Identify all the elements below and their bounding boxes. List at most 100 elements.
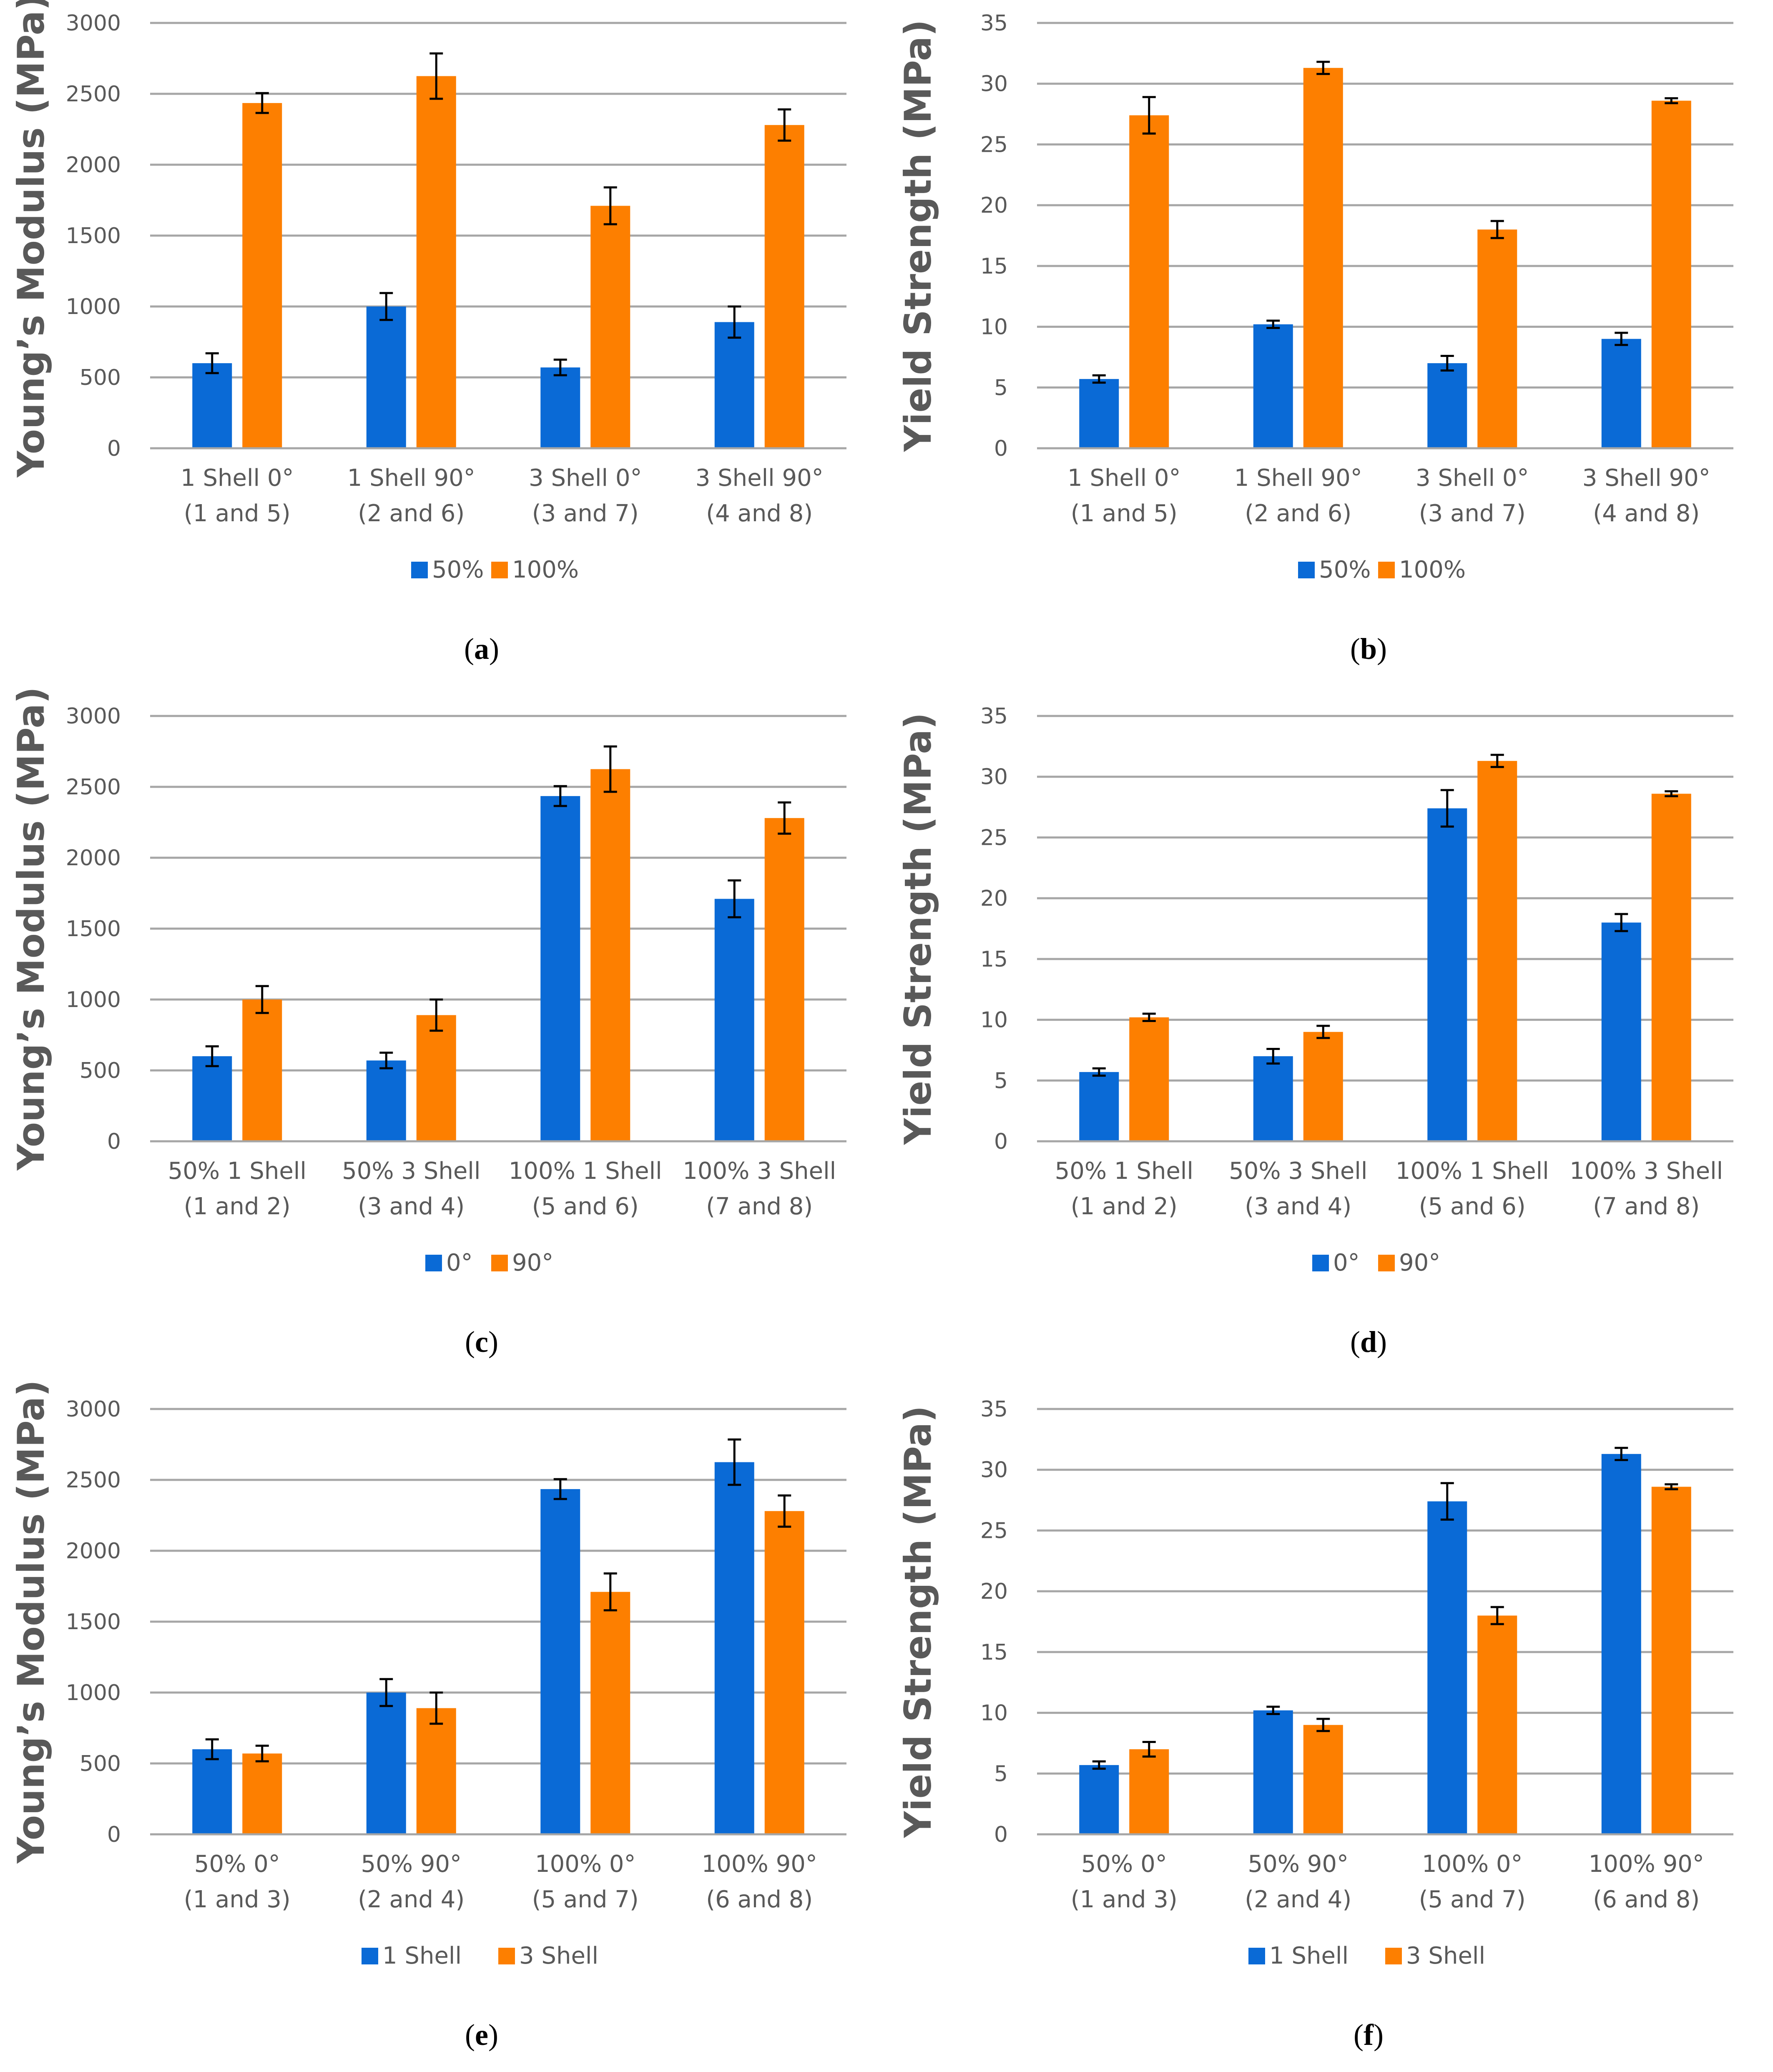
y-tick-label: 1000 — [66, 987, 121, 1012]
panel-label: (d) — [1350, 1325, 1387, 1359]
y-axis-label: Yield Strength (MPa) — [897, 713, 939, 1145]
legend-label: 100% — [1399, 556, 1466, 583]
bar — [1477, 229, 1517, 448]
x-tick-label: 100% 90° — [702, 1851, 817, 1878]
y-tick-label: 3000 — [66, 11, 121, 36]
legend-swatch — [1312, 1255, 1329, 1271]
y-tick-label: 20 — [980, 193, 1008, 218]
legend-swatch — [1248, 1948, 1265, 1964]
legend-label: 1 Shell — [382, 1942, 462, 1969]
legend-swatch — [1298, 562, 1315, 578]
y-axis-label: Yield Strength (MPa) — [897, 1406, 939, 1838]
bar — [714, 1462, 754, 1834]
y-axis-label: Young’s Modulus (MPa) — [10, 0, 53, 478]
legend-label: 100% — [512, 556, 579, 583]
x-tick-label: 100% 1 Shell — [509, 1158, 662, 1185]
legend-swatch — [491, 562, 508, 578]
legend-label: 90° — [1399, 1249, 1440, 1276]
y-tick-label: 1000 — [66, 294, 121, 319]
chart-panel-d: 0 5 10 15 20 25 30 35 Yield Strength (MPa) 50% 1 … — [897, 704, 1733, 1359]
bar — [590, 206, 630, 449]
bar — [1303, 1725, 1343, 1834]
bar — [242, 1000, 282, 1141]
bar — [1651, 100, 1691, 448]
x-tick-label: (3 and 7) — [532, 500, 639, 527]
bar — [1253, 1710, 1293, 1834]
bar — [1129, 1749, 1169, 1834]
bar — [1601, 922, 1641, 1141]
y-tick-label: 25 — [980, 825, 1008, 850]
bar — [1427, 1501, 1467, 1834]
bar — [1079, 1072, 1119, 1141]
bar — [1303, 68, 1343, 449]
x-tick-label: 3 Shell 0° — [1416, 465, 1529, 492]
bar — [1253, 1056, 1293, 1141]
x-tick-label: (5 and 6) — [1419, 1193, 1526, 1220]
x-tick-label: (7 and 8) — [1593, 1193, 1700, 1220]
x-tick-label: (2 and 6) — [358, 500, 465, 527]
x-tick-label: (1 and 2) — [1071, 1193, 1178, 1220]
legend: 0° 90° — [425, 1249, 553, 1276]
y-tick-label: 5 — [994, 1761, 1008, 1786]
legend-label: 1 Shell — [1269, 1942, 1349, 1969]
y-tick-label: 2000 — [66, 1539, 121, 1564]
y-tick-label: 20 — [980, 1579, 1008, 1604]
y-tick-label: 500 — [80, 1751, 121, 1776]
legend-swatch — [1385, 1948, 1402, 1964]
x-tick-label: (6 and 8) — [706, 1886, 813, 1913]
bar — [1129, 115, 1169, 448]
bar — [590, 1592, 630, 1834]
bar — [242, 1753, 282, 1834]
legend-label: 50% — [1319, 556, 1371, 583]
bar — [1601, 339, 1641, 448]
x-tick-label: 100% 0° — [1422, 1851, 1523, 1878]
x-tick-label: (1 and 2) — [184, 1193, 291, 1220]
y-tick-label: 0 — [107, 436, 121, 461]
y-tick-label: 30 — [980, 72, 1008, 97]
bar — [366, 306, 406, 448]
y-tick-label: 35 — [980, 1397, 1008, 1422]
panel-label: (a) — [464, 632, 499, 666]
legend-swatch — [362, 1948, 378, 1964]
y-tick-label: 10 — [980, 1008, 1008, 1033]
y-tick-label: 0 — [994, 436, 1008, 461]
x-tick-label: (3 and 4) — [358, 1193, 465, 1220]
y-tick-label: 1500 — [66, 1610, 121, 1635]
legend-swatch — [411, 562, 428, 578]
chart-panel-c: 0 500 1000 1500 2000 2500 3000 Young’s Modulus … — [10, 687, 846, 1359]
x-tick-label: 50% 0° — [1081, 1851, 1167, 1878]
bar — [192, 1749, 232, 1834]
legend: 0° 90° — [1312, 1249, 1440, 1276]
x-tick-label: (2 and 4) — [358, 1886, 465, 1913]
y-axis-label: Young’s Modulus (MPa) — [10, 1380, 53, 1864]
legend: 1 Shell 3 Shell — [1248, 1942, 1485, 1969]
legend-swatch — [1378, 1255, 1395, 1271]
y-tick-label: 2500 — [66, 1468, 121, 1493]
y-tick-label: 1000 — [66, 1680, 121, 1705]
bar — [1601, 1454, 1641, 1834]
y-tick-label: 15 — [980, 947, 1008, 972]
x-tick-label: (3 and 7) — [1419, 500, 1526, 527]
bar — [764, 818, 804, 1141]
legend-label: 90° — [512, 1249, 553, 1276]
bar — [1651, 794, 1691, 1141]
bar — [416, 1708, 456, 1834]
chart-panel-f: 0 5 10 15 20 25 30 35 Yield Strength (MPa) 50% 0°… — [897, 1397, 1733, 2052]
bar — [366, 1693, 406, 1834]
panel-label: (f) — [1354, 2018, 1384, 2052]
x-tick-label: (1 and 3) — [184, 1886, 291, 1913]
x-tick-label: (1 and 5) — [184, 500, 291, 527]
bar — [540, 367, 580, 448]
bar — [764, 125, 804, 448]
y-tick-label: 500 — [80, 1058, 121, 1083]
y-tick-label: 25 — [980, 1518, 1008, 1543]
x-tick-label: 50% 90° — [361, 1851, 462, 1878]
bar — [366, 1060, 406, 1141]
legend-label: 0° — [1333, 1249, 1360, 1276]
x-tick-label: (6 and 8) — [1593, 1886, 1700, 1913]
x-tick-label: 100% 3 Shell — [683, 1158, 836, 1185]
x-tick-label: (5 and 7) — [532, 1886, 639, 1913]
bar — [714, 899, 754, 1141]
x-tick-label: 1 Shell 90° — [1234, 465, 1362, 492]
